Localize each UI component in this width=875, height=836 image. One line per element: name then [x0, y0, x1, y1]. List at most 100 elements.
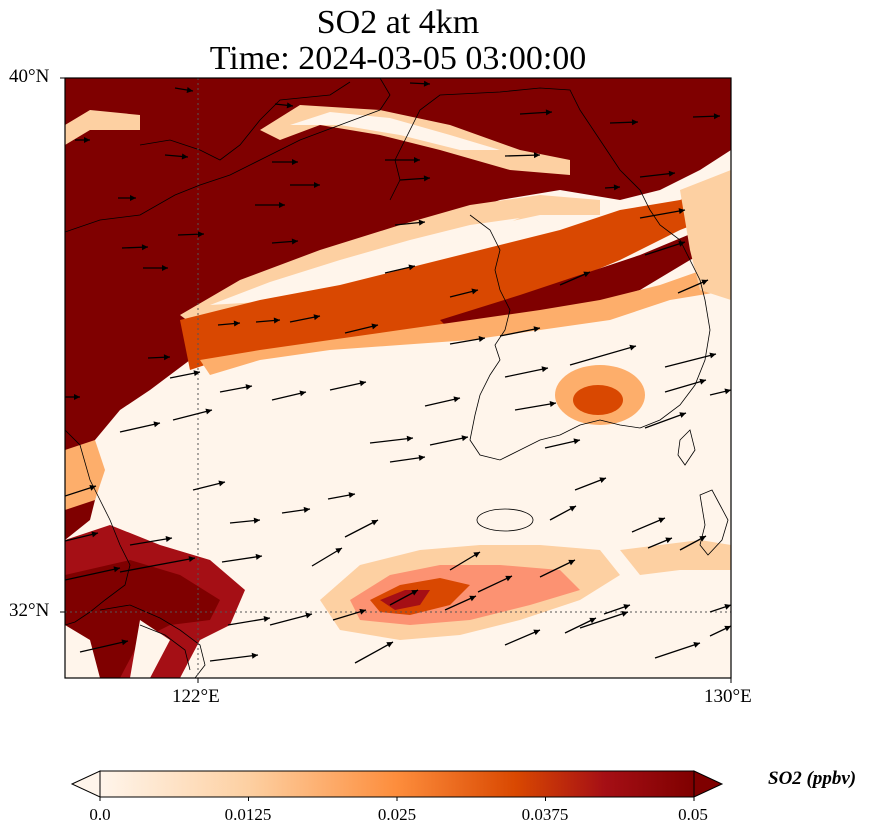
wind-vector-head: [292, 159, 298, 165]
coastlines: [65, 78, 729, 678]
wind-vector-head: [84, 137, 90, 143]
wind-vector-head: [478, 336, 485, 342]
lon-label-122e: 122°E: [172, 686, 220, 707]
wind-vector-head: [162, 265, 168, 271]
wind-vector: [477, 575, 513, 593]
wind-vector-head: [453, 396, 460, 403]
wind-vector-head: [314, 182, 320, 188]
wind-vector-head: [163, 354, 170, 361]
wind-vector: [499, 327, 541, 337]
wind-vector-head: [74, 394, 80, 400]
wind-vector-head: [371, 520, 378, 526]
wind-vector-head: [418, 454, 425, 461]
wind-vector-head: [668, 170, 675, 177]
wind-vector: [269, 613, 313, 626]
colorbar-extend-max: [693, 770, 724, 798]
wind-vector-head: [473, 552, 480, 558]
wind-vector-head: [573, 438, 580, 445]
map-frame: [64, 77, 732, 679]
wind-vector-head: [629, 344, 636, 351]
wind-vector-head: [335, 548, 342, 554]
colorbar-label: SO2 (ppbv): [768, 768, 857, 789]
wind-vector-head: [386, 642, 393, 648]
wind-vector: [569, 345, 637, 366]
wind-vector: [504, 367, 549, 378]
wind-vector-head: [251, 652, 258, 659]
wind-vector-head: [631, 119, 638, 126]
wind-vector-head: [286, 102, 293, 109]
colorbar-tick: 0.0: [89, 805, 111, 824]
wind-vector-head: [701, 279, 708, 286]
colorbar-extend-min: [70, 770, 101, 798]
wind-vector-head: [411, 590, 418, 596]
wind-vector-head: [678, 208, 685, 215]
wind-vector-head: [658, 517, 665, 524]
wind-vector-head: [469, 595, 476, 602]
wind-vector: [579, 611, 629, 629]
wind-vector-head: [621, 611, 628, 617]
wind-vector-head: [121, 639, 128, 646]
wind-vector-head: [423, 80, 430, 87]
wind-vector: [129, 537, 173, 546]
wind-vector-head: [599, 477, 606, 483]
wind-vector-head: [549, 401, 556, 407]
wind-vector-head: [91, 531, 98, 538]
wind-vector-head: [709, 352, 716, 359]
wind-vector-head: [423, 175, 430, 182]
wind-vectors: [65, 80, 731, 664]
wind-vector-head: [545, 109, 552, 116]
wind-vector-head: [679, 412, 686, 418]
colorbar-tick: 0.0375: [521, 805, 569, 824]
wind-vector: [119, 557, 196, 573]
wind-vector-head: [589, 617, 596, 624]
wind-vector-head: [699, 536, 706, 542]
wind-vector-head: [313, 314, 320, 321]
wind-vector-head: [205, 408, 212, 415]
wind-vector-head: [141, 244, 148, 251]
lat-label-40n: 40°N: [9, 66, 50, 87]
wind-vector: [329, 381, 367, 391]
wind-vector-head: [233, 320, 240, 327]
lat-label-32n: 32°N: [9, 600, 50, 621]
wind-vector: [369, 437, 414, 444]
wind-vector-head: [253, 517, 260, 524]
wind-vector-head: [305, 612, 312, 619]
chart-title: SO2 at 4km: [316, 4, 480, 41]
wind-vector-head: [245, 384, 252, 391]
colorbar-gradient: [99, 770, 695, 798]
wind-vector-head: [130, 195, 136, 201]
wind-vector-head: [724, 388, 731, 395]
wind-vector-head: [408, 264, 415, 271]
wind-vector-head: [218, 480, 225, 487]
wind-vector-head: [613, 184, 620, 191]
wind-vector-head: [303, 506, 310, 513]
wind-vector-head: [471, 288, 478, 295]
wind-vector: [664, 353, 717, 368]
colorbar-tick: 0.0125: [224, 805, 272, 824]
wind-vector: [504, 629, 541, 646]
wind-vector-head: [89, 484, 96, 491]
wind-vector-head: [113, 566, 120, 573]
wind-vector-head: [414, 157, 420, 163]
wind-vector-head: [505, 575, 512, 582]
wind-vector: [65, 567, 121, 581]
wind-vector-head: [348, 492, 355, 499]
wind-vector: [227, 617, 271, 626]
wind-vector-head: [263, 616, 270, 622]
wind-vector-head: [724, 625, 731, 632]
colorbar-tick: 0.025: [377, 805, 417, 824]
wind-vector: [344, 519, 379, 538]
wind-vector-head: [181, 153, 188, 160]
wind-vector: [209, 654, 259, 662]
wind-vector: [119, 422, 161, 433]
chart-subtitle: Time: 2024-03-05 03:00:00: [209, 40, 587, 77]
wind-vector-head: [279, 202, 285, 208]
wind-vector-head: [186, 87, 193, 93]
wind-vector-head: [291, 238, 298, 245]
wind-vector-head: [418, 219, 425, 226]
wind-vector: [654, 642, 701, 659]
wind-vector-head: [541, 366, 548, 373]
wind-vector: [429, 436, 469, 446]
wind-vector: [539, 559, 576, 578]
wind-vector-head: [533, 152, 540, 159]
